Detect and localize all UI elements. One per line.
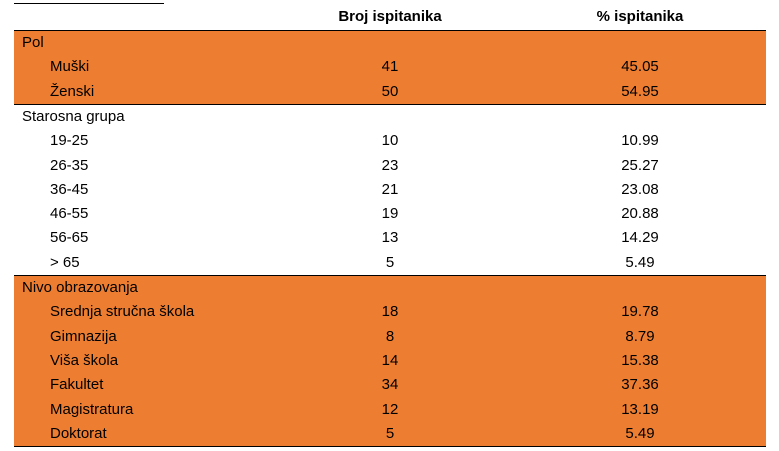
count-cell: 13 [381, 229, 399, 247]
row-label: Muški [50, 58, 90, 76]
header-cell: Broj ispitanika [338, 8, 442, 25]
count-cell: 5 [385, 424, 395, 442]
percent-cell: 45.05 [621, 58, 659, 76]
percent-cell: 23.08 [621, 180, 659, 198]
count-cell: 19 [381, 205, 399, 223]
section-band [14, 31, 766, 104]
count-cell: 14 [381, 351, 399, 369]
section-title: Starosna grupa [22, 107, 125, 125]
row-label: 36-45 [50, 180, 89, 198]
percent-cell: 20.88 [621, 205, 659, 223]
count-cell: 10 [381, 132, 399, 150]
percent-cell: 10.99 [621, 132, 659, 150]
count-cell: 50 [381, 82, 399, 100]
row-label: 19-25 [50, 132, 89, 150]
percent-cell: 13.19 [621, 400, 659, 418]
row-label: 46-55 [50, 205, 89, 223]
section-title: Nivo obrazovanja [22, 279, 138, 296]
count-cell: 21 [381, 180, 399, 198]
row-rule [14, 446, 766, 448]
percent-cell: 15.38 [621, 351, 659, 369]
count-cell: 41 [381, 58, 399, 76]
row-rule [14, 103, 766, 105]
count-cell: 18 [381, 303, 399, 321]
row-label: 56-65 [50, 229, 89, 247]
percent-cell: 19.78 [621, 303, 659, 321]
percent-cell: 5.49 [625, 424, 655, 442]
row-label: Viša škola [50, 351, 119, 369]
count-cell: 12 [381, 400, 399, 418]
percent-cell: 54.95 [621, 82, 659, 100]
row-label: Fakultet [50, 376, 104, 394]
percent-cell: 5.49 [625, 253, 655, 271]
row-label: 26-35 [50, 156, 89, 174]
header-cell: % ispitanika [596, 8, 684, 25]
row-label: > 65 [50, 253, 80, 271]
percent-cell: 14.29 [621, 229, 659, 247]
percent-cell: 8.79 [625, 327, 655, 345]
row-label: Ženski [50, 82, 95, 100]
count-cell: 5 [385, 253, 395, 271]
row-label: Magistratura [50, 400, 134, 418]
percent-cell: 37.36 [621, 376, 659, 394]
section-title: Pol [22, 34, 44, 51]
row-rule [14, 30, 766, 31]
percent-cell: 25.27 [621, 156, 659, 174]
count-cell: 34 [381, 376, 399, 394]
row-rule [14, 275, 766, 276]
top-rule [14, 3, 164, 4]
count-cell: 23 [381, 156, 399, 174]
row-label: Doktorat [50, 424, 107, 442]
row-label: Srednja stručna škola [50, 303, 195, 321]
row-label: Gimnazija [50, 327, 117, 345]
section-band [14, 276, 766, 447]
count-cell: 8 [385, 327, 395, 345]
